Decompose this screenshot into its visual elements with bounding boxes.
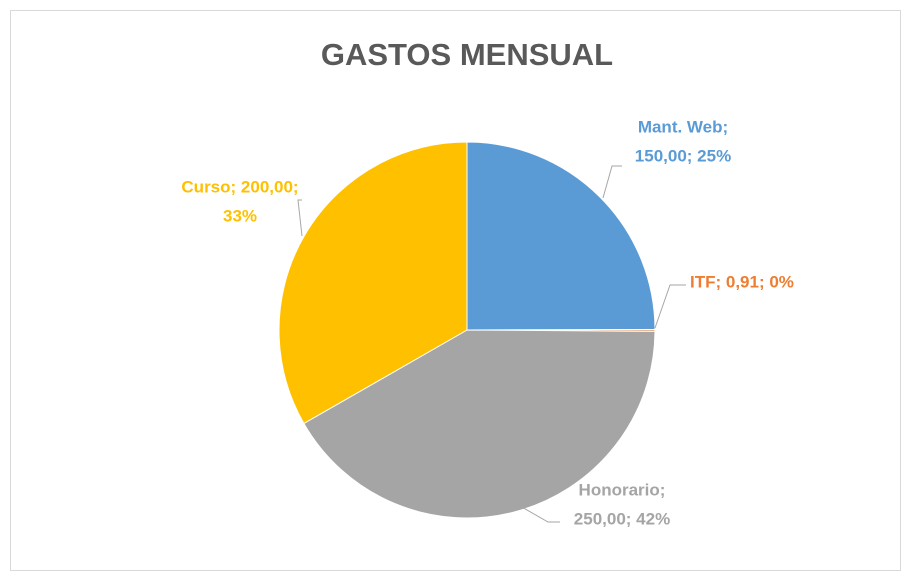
pie-slice [303,329,656,519]
leader-line [602,165,622,199]
data-label: 33% [223,206,257,225]
data-label: Honorario; [579,480,666,499]
leader-line [519,505,560,523]
chart-title: GASTOS MENSUAL [321,37,613,72]
data-label: ITF; 0,91; 0% [690,272,794,291]
data-label: Mant. Web; [638,117,728,136]
leader-line [297,199,303,237]
data-label: 250,00; 42% [574,509,670,528]
leader-line [654,284,686,329]
data-label: Curso; 200,00; [181,177,298,196]
data-label: 150,00; 25% [635,146,731,165]
pie-slice [466,141,656,331]
pie-slice [278,141,468,425]
